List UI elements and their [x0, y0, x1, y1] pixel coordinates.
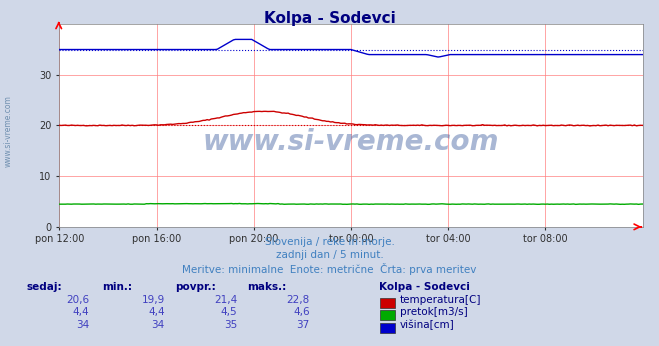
Text: povpr.:: povpr.:: [175, 282, 215, 292]
Text: 4,4: 4,4: [72, 307, 89, 317]
Text: maks.:: maks.:: [247, 282, 287, 292]
Text: Slovenija / reke in morje.: Slovenija / reke in morje.: [264, 237, 395, 247]
Text: višina[cm]: višina[cm]: [400, 320, 455, 330]
Text: 4,5: 4,5: [221, 307, 237, 317]
Text: 34: 34: [152, 320, 165, 330]
Text: temperatura[C]: temperatura[C]: [400, 295, 482, 305]
Text: Meritve: minimalne  Enote: metrične  Črta: prva meritev: Meritve: minimalne Enote: metrične Črta:…: [183, 263, 476, 275]
Text: 35: 35: [224, 320, 237, 330]
Text: min.:: min.:: [102, 282, 132, 292]
Text: zadnji dan / 5 minut.: zadnji dan / 5 minut.: [275, 250, 384, 260]
Text: pretok[m3/s]: pretok[m3/s]: [400, 307, 468, 317]
Text: 20,6: 20,6: [66, 295, 89, 305]
Text: www.si-vreme.com: www.si-vreme.com: [3, 95, 13, 167]
Text: Kolpa - Sodevci: Kolpa - Sodevci: [379, 282, 470, 292]
Text: 19,9: 19,9: [142, 295, 165, 305]
Text: www.si-vreme.com: www.si-vreme.com: [203, 128, 499, 156]
Text: 22,8: 22,8: [287, 295, 310, 305]
Text: 4,4: 4,4: [148, 307, 165, 317]
Text: 21,4: 21,4: [214, 295, 237, 305]
Text: sedaj:: sedaj:: [26, 282, 62, 292]
Text: Kolpa - Sodevci: Kolpa - Sodevci: [264, 11, 395, 26]
Text: 37: 37: [297, 320, 310, 330]
Text: 34: 34: [76, 320, 89, 330]
Text: 4,6: 4,6: [293, 307, 310, 317]
